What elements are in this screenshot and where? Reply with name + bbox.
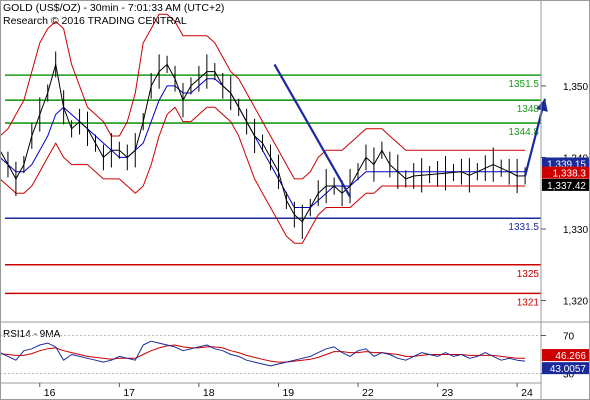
- rsi-panel: RSI14 - 9MA: [0, 329, 541, 374]
- forecast-arrow-head: [536, 98, 548, 112]
- price-tag: [542, 157, 589, 170]
- price-tag-label: 1,339.15: [547, 160, 586, 171]
- x-tick-label: 23: [442, 387, 454, 399]
- upper-band-line: [0, 13, 526, 180]
- x-tick-label: 17: [123, 387, 135, 399]
- price-tag: [542, 178, 589, 191]
- x-tick-label: 18: [203, 387, 215, 399]
- trendline: [273, 63, 352, 198]
- y-tick-label: 1,320: [563, 297, 588, 308]
- price-tag: [542, 166, 589, 179]
- price-line: [0, 63, 526, 223]
- rsi-y-tick-label: 70: [563, 332, 575, 343]
- rsi-value-tag-label: 46.266: [555, 351, 586, 362]
- level-label: 1321: [517, 297, 540, 308]
- y-tick-label: 1,350: [563, 82, 588, 93]
- rsi-line: [0, 340, 526, 367]
- rsi-value-tag: [542, 349, 589, 362]
- x-tick-label: 22: [362, 387, 374, 399]
- price-tag-label: 1,337.42: [547, 181, 586, 192]
- chart-subtitle: Research © 2016 TRADING CENTRAL: [3, 15, 187, 27]
- level-label: 1331.5: [508, 222, 539, 233]
- rsi-ma-line: [0, 344, 526, 363]
- x-tick-label: 24: [521, 387, 533, 399]
- level-label: 1348: [517, 104, 540, 115]
- lower-band-line: [0, 106, 526, 244]
- rsi-title: RSI14 - 9MA: [3, 329, 61, 340]
- rsi-value-tag-label: 43.0057: [550, 364, 587, 375]
- price-tag-label: 1,338.3: [553, 169, 587, 180]
- x-tick-label: 16: [44, 387, 56, 399]
- price-panel: 1351.5 1348 1344.8 1331.5 1325 1321: [0, 13, 548, 308]
- level-label: 1344.8: [508, 127, 539, 138]
- rsi-value-tag: [542, 362, 589, 375]
- level-label: 1351.5: [508, 79, 539, 90]
- rsi-y-tick-label: 30: [563, 370, 575, 381]
- chart-title: GOLD (US$/OZ) - 30min - 7:01:33 AM (UTC+…: [3, 2, 225, 14]
- x-tick-label: 19: [282, 387, 294, 399]
- forecast-arrow-shaft: [524, 98, 547, 177]
- y-tick-label: 1,330: [563, 225, 588, 236]
- level-label: 1325: [517, 269, 540, 280]
